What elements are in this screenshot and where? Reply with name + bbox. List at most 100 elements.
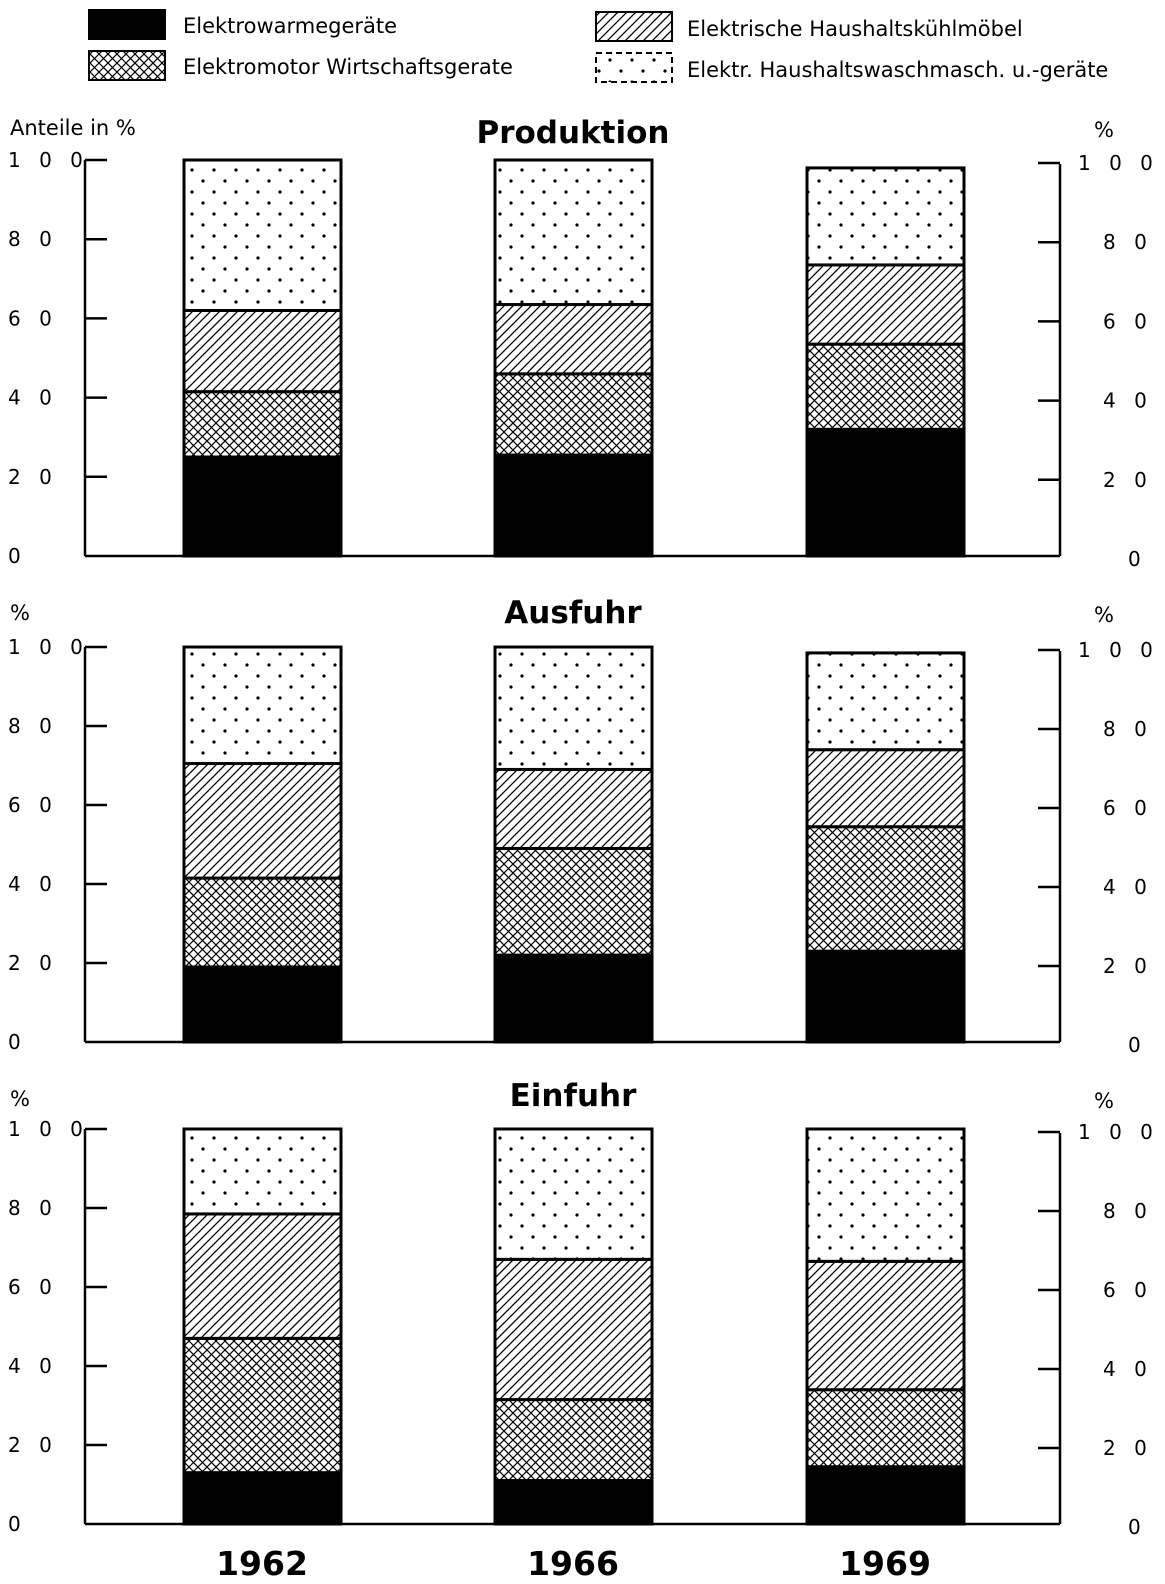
x-tick-label-1966: 1966 bbox=[527, 1544, 619, 1583]
y-tick-label-left: 8 0 bbox=[8, 227, 58, 251]
bar-segment-elektrowarmeger-te bbox=[182, 965, 343, 1044]
bar-segment-elektromotor-wirtschaftsgerate bbox=[182, 390, 343, 459]
y-tick-label-left: 6 0 bbox=[8, 793, 58, 817]
bar-1966 bbox=[493, 1127, 654, 1526]
legend-swatch-crosshatch bbox=[88, 50, 166, 81]
bar-segment-elektromotor-wirtschaftsgerate bbox=[805, 825, 966, 953]
bar-segment-elektromotor-wirtschaftsgerate bbox=[805, 1388, 966, 1469]
bar-segment-elektrowarmeger-te bbox=[182, 1471, 343, 1526]
y-tick-label-right: 4 0 bbox=[1103, 389, 1153, 413]
bar-segment-elektr-haushaltswaschmasch-u-ger-te bbox=[182, 645, 343, 766]
bar-segment-elektrische-haushaltsk-hlm-bel bbox=[182, 308, 343, 394]
legend: Elektrowarmegeräte Elektromotor Wirtscha… bbox=[88, 9, 1108, 83]
panel-title: Produktion bbox=[477, 115, 670, 151]
bar-segment-elektr-haushaltswaschmasch-u-ger-te bbox=[805, 651, 966, 752]
y-tick-label-left: 4 0 bbox=[8, 386, 58, 410]
bar-1969 bbox=[805, 166, 966, 558]
y-tick-label-right: 0 bbox=[1128, 547, 1147, 571]
y-tick-label-right: 8 0 bbox=[1103, 1199, 1153, 1223]
y-tick-label-left: 4 0 bbox=[8, 872, 58, 896]
bar-segment-elektrowarmeger-te bbox=[805, 427, 966, 558]
bar-segment-elektr-haushaltswaschmasch-u-ger-te bbox=[182, 158, 343, 312]
x-tick-label-1969: 1969 bbox=[839, 1544, 931, 1583]
y-tick-label-left: 2 0 bbox=[8, 465, 58, 489]
bar-segment-elektromotor-wirtschaftsgerate bbox=[805, 342, 966, 431]
legend-label: Elektr. Haushaltswaschmasch. u.-geräte bbox=[687, 58, 1108, 82]
y-tick-label-right: 1 0 0 bbox=[1078, 151, 1159, 175]
bar-segment-elektromotor-wirtschaftsgerate bbox=[493, 846, 654, 957]
bar-segment-elektromotor-wirtschaftsgerate bbox=[493, 372, 654, 457]
y-tick-label-left: 0 bbox=[8, 1030, 27, 1054]
bar-1962 bbox=[182, 1127, 343, 1526]
y-tick-label-right: 2 0 bbox=[1103, 468, 1153, 492]
y-tick-label-right: 6 0 bbox=[1103, 796, 1153, 820]
bar-1969 bbox=[805, 1127, 966, 1526]
panel-produktion: Produktion Anteile in % % 0 0 2 0 2 0 4 0 4 0 6 0… bbox=[8, 115, 1159, 571]
bar-segment-elektromotor-wirtschaftsgerate bbox=[493, 1398, 654, 1483]
bar-1966 bbox=[493, 158, 654, 558]
bar-1966 bbox=[493, 645, 654, 1044]
bar-segment-elektrische-haushaltsk-hlm-bel bbox=[805, 748, 966, 829]
y-tick-label-left: 8 0 bbox=[8, 1196, 58, 1220]
bar-segment-elektrowarmeger-te bbox=[493, 953, 654, 1044]
y-axis-label-right: % bbox=[1094, 118, 1114, 142]
bar-segment-elektr-haushaltswaschmasch-u-ger-te bbox=[493, 1127, 654, 1261]
legend-label: Elektrowarmegeräte bbox=[183, 14, 397, 38]
panels: Produktion Anteile in % % 0 0 2 0 2 0 4 0 4 0 6 0… bbox=[8, 115, 1159, 1539]
y-tick-label-right: 0 bbox=[1128, 1033, 1147, 1057]
y-axis-label-right: % bbox=[1094, 1089, 1114, 1113]
y-axis-label-left: % bbox=[10, 1087, 30, 1111]
y-tick-label-left: 1 0 0 bbox=[8, 1117, 89, 1141]
legend-item-waschmasch: Elektr. Haushaltswaschmasch. u.-geräte bbox=[595, 52, 1108, 83]
y-tick-label-right: 8 0 bbox=[1103, 717, 1153, 741]
y-tick-label-right: 6 0 bbox=[1103, 1278, 1153, 1302]
y-tick-label-left: 1 0 0 bbox=[8, 635, 89, 659]
y-tick-label-right: 0 bbox=[1128, 1515, 1147, 1539]
y-tick-label-right: 1 0 0 bbox=[1078, 1120, 1159, 1144]
bar-1962 bbox=[182, 645, 343, 1044]
panel-title: Ausfuhr bbox=[504, 595, 642, 631]
y-tick-label-right: 6 0 bbox=[1103, 309, 1153, 333]
bar-segment-elektrische-haushaltsk-hlm-bel bbox=[493, 303, 654, 376]
bar-segment-elektr-haushaltswaschmasch-u-ger-te bbox=[805, 166, 966, 267]
bar-segment-elektr-haushaltswaschmasch-u-ger-te bbox=[493, 158, 654, 307]
y-axis-label-left: % bbox=[10, 601, 30, 625]
x-tick-label-1962: 1962 bbox=[216, 1544, 308, 1583]
y-tick-label-left: 2 0 bbox=[8, 951, 58, 975]
y-tick-label-right: 4 0 bbox=[1103, 1357, 1153, 1381]
y-tick-label-right: 4 0 bbox=[1103, 875, 1153, 899]
bar-segment-elektrowarmeger-te bbox=[182, 455, 343, 558]
legend-label: Elektrische Haushaltskühlmöbel bbox=[687, 17, 1023, 41]
legend-swatch-dots bbox=[595, 52, 673, 83]
bar-segment-elektr-haushaltswaschmasch-u-ger-te bbox=[493, 645, 654, 771]
y-tick-label-right: 2 0 bbox=[1103, 954, 1153, 978]
legend-swatch-solid bbox=[88, 9, 166, 40]
y-tick-label-right: 8 0 bbox=[1103, 230, 1153, 254]
bar-segment-elektrowarmeger-te bbox=[493, 1479, 654, 1526]
bar-segment-elektrowarmeger-te bbox=[805, 949, 966, 1044]
bar-segment-elektromotor-wirtschaftsgerate bbox=[182, 1336, 343, 1475]
legend-label: Elektromotor Wirtschaftsgerate bbox=[183, 55, 513, 79]
x-axis-labels: 1962 1966 1969 bbox=[216, 1544, 931, 1583]
bar-segment-elektrische-haushaltsk-hlm-bel bbox=[805, 263, 966, 346]
y-tick-label-right: 1 0 0 bbox=[1078, 638, 1159, 662]
y-tick-label-left: 2 0 bbox=[8, 1433, 58, 1457]
y-tick-label-right: 2 0 bbox=[1103, 1436, 1153, 1460]
panel-title: Einfuhr bbox=[510, 1078, 637, 1114]
y-tick-label-left: 6 0 bbox=[8, 1275, 58, 1299]
bar-segment-elektrowarmeger-te bbox=[493, 453, 654, 558]
y-tick-label-left: 1 0 0 bbox=[8, 148, 89, 172]
y-tick-label-left: 0 bbox=[8, 544, 27, 568]
panel-ausfuhr: Ausfuhr% % 0 0 2 0 2 0 4 0 4 0 6 0 6 0 8 0 8 0 1 0 0… bbox=[8, 595, 1159, 1057]
legend-item-elektromotor: Elektromotor Wirtschaftsgerate bbox=[88, 50, 513, 81]
legend-item-elektrowarmegeraete: Elektrowarmegeräte bbox=[88, 9, 397, 40]
bar-segment-elektrische-haushaltsk-hlm-bel bbox=[805, 1259, 966, 1392]
panel-einfuhr: Einfuhr% % 0 0 2 0 2 0 4 0 4 0 6 0 6 0 8 0 8 0 1 0 0… bbox=[8, 1078, 1159, 1539]
bar-segment-elektr-haushaltswaschmasch-u-ger-te bbox=[182, 1127, 343, 1216]
y-tick-label-left: 8 0 bbox=[8, 714, 58, 738]
y-tick-label-left: 0 bbox=[8, 1512, 27, 1536]
bar-segment-elektrische-haushaltsk-hlm-bel bbox=[493, 767, 654, 850]
bar-1962 bbox=[182, 158, 343, 558]
bar-segment-elektrische-haushaltsk-hlm-bel bbox=[493, 1257, 654, 1402]
